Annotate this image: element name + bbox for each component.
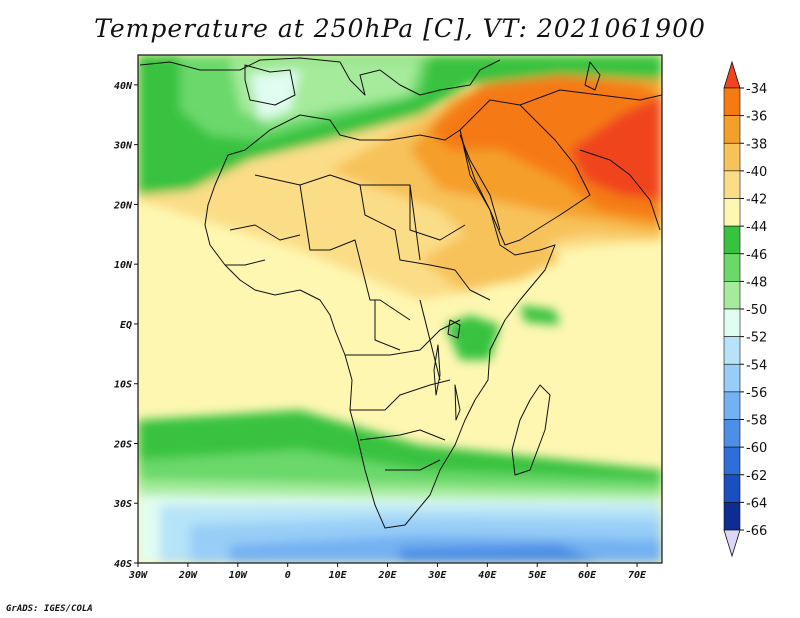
colorbar-label: -38 (746, 137, 767, 152)
colorbar-label: -60 (746, 441, 767, 456)
colorbar-legend: -34 -36 -38 -40 -42 -44 -46 -48 -50 -52 -54 -56 -58 -… (723, 60, 767, 558)
colorbar-label: -34 (746, 82, 767, 97)
colorbar-swatch (723, 446, 741, 476)
lat-tick-label: 10N (114, 260, 133, 271)
colorbar-swatch (723, 363, 741, 393)
lon-tick-label: 30W (128, 570, 148, 581)
lat-tick-label: 20N (113, 200, 133, 211)
colorbar-swatch (723, 225, 741, 255)
colorbar-swatch (723, 474, 741, 503)
colorbar-swatch (723, 308, 741, 337)
lon-tick-label: 50E (528, 570, 547, 581)
colorbar-label: -44 (746, 220, 767, 235)
colorbar-label: -62 (746, 469, 767, 484)
colorbar-label: -42 (746, 193, 767, 208)
lon-tick-label: 70E (628, 570, 647, 581)
colorbar-swatch (723, 281, 741, 310)
colorbar-swatch (723, 198, 741, 227)
colorbar-swatch (723, 336, 741, 365)
lat-tick-label: 30N (113, 141, 133, 152)
lat-tick-label: 40S (114, 559, 132, 570)
colorbar-label: -58 (746, 414, 767, 429)
colorbar-arrow-bottom (723, 529, 741, 558)
lat-tick-label: EQ (120, 320, 132, 331)
colorbar-label: -54 (746, 358, 767, 373)
lon-tick-label: 10W (229, 570, 248, 581)
colorbar-label: -52 (746, 331, 767, 346)
lat-tick-label: 10S (114, 380, 132, 391)
lon-tick-label: 10E (329, 570, 348, 581)
colorbar-label: -36 (746, 110, 767, 125)
lon-tick-label: 40E (478, 570, 497, 581)
colorbar-label: -50 (746, 303, 767, 318)
page-title: Temperature at 250hPa [C], VT: 202106190… (94, 14, 706, 43)
colorbar-label: -56 (746, 386, 767, 401)
lon-tick-label: 60E (578, 570, 597, 581)
colorbar-arrow-top (723, 60, 741, 89)
lat-tick-label: 20S (113, 439, 132, 450)
lon-tick-label: 0 (285, 570, 291, 581)
colorbar-swatch (723, 391, 741, 420)
lat-tick-label: 40N (114, 81, 133, 92)
colorbar-swatch (723, 253, 741, 282)
colorbar-swatch (723, 502, 741, 531)
lon-tick-label: 30E (427, 570, 447, 581)
colorbar-swatch (723, 115, 741, 144)
lon-tick-label: 20E (377, 570, 397, 581)
colorbar-label: -40 (746, 165, 767, 180)
map-frame (137, 54, 663, 564)
colorbar-swatch (723, 142, 741, 172)
temperature-field (138, 55, 662, 563)
colorbar-swatch (723, 87, 741, 116)
colorbar-label: -46 (746, 248, 767, 263)
lon-tick-label: 20W (178, 570, 198, 581)
colorbar-label: -48 (746, 275, 767, 290)
coastlines (139, 57, 662, 529)
colorbar-label: -66 (746, 524, 767, 539)
credit-label: GrADS: IGES/COLA (6, 604, 93, 614)
longitude-axis: 30W 20W 10W 0 10E 20E 30E 40E 50E 60E 70E (128, 563, 647, 581)
lat-tick-label: 30S (113, 499, 132, 510)
colorbar-swatch (723, 170, 741, 199)
latitude-axis: 40N 30N 20N 10N EQ 10S 20S 30S 40S (113, 81, 138, 570)
colorbar-swatch (723, 419, 741, 448)
colorbar-label: -64 (746, 496, 767, 511)
